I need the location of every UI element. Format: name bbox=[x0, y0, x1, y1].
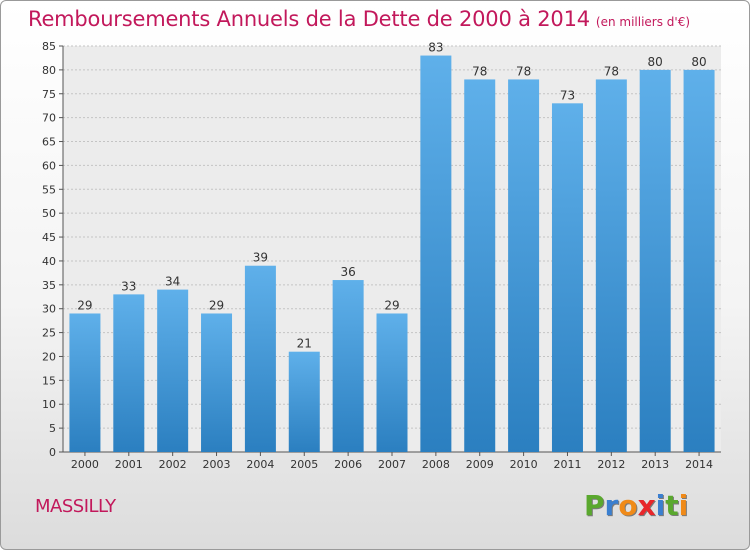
data-label-2006: 36 bbox=[340, 265, 355, 279]
y-tick-label: 55 bbox=[42, 183, 56, 196]
y-tick-label: 25 bbox=[42, 327, 56, 340]
bar-2004 bbox=[244, 265, 276, 452]
x-tick-label-2001: 2001 bbox=[115, 458, 143, 471]
y-tick-label: 50 bbox=[42, 207, 56, 220]
y-tick-label: 40 bbox=[42, 255, 56, 268]
data-label-2010: 78 bbox=[516, 64, 531, 78]
bar-2002 bbox=[157, 289, 189, 452]
x-tick-label-2002: 2002 bbox=[159, 458, 187, 471]
bar-2003 bbox=[201, 313, 233, 452]
chart-subtitle: (en milliers d'€) bbox=[595, 15, 691, 29]
place-name: MASSILLY bbox=[35, 496, 116, 517]
y-tick-label: 20 bbox=[42, 350, 56, 363]
bar-2000 bbox=[69, 313, 101, 452]
bar-2007 bbox=[376, 313, 408, 452]
y-tick-label: 0 bbox=[49, 446, 56, 459]
logo-letter: P bbox=[584, 489, 605, 522]
y-tick-label: 45 bbox=[42, 231, 56, 244]
data-label-2012: 78 bbox=[604, 64, 619, 78]
x-tick-label-2006: 2006 bbox=[334, 458, 362, 471]
data-label-2000: 29 bbox=[77, 298, 92, 312]
y-tick-label: 65 bbox=[42, 136, 56, 149]
y-tick-label: 70 bbox=[42, 112, 56, 125]
bar-2013 bbox=[639, 69, 671, 452]
data-label-2001: 33 bbox=[121, 279, 136, 293]
logo-letter: i bbox=[678, 489, 689, 522]
data-label-2008: 83 bbox=[428, 41, 443, 55]
x-tick-label-2008: 2008 bbox=[422, 458, 450, 471]
data-label-2013: 80 bbox=[648, 55, 663, 69]
chart-title: Remboursements Annuels de la Dette de 20… bbox=[28, 7, 690, 31]
x-tick-label-2014: 2014 bbox=[685, 458, 713, 471]
data-label-2014: 80 bbox=[691, 55, 706, 69]
proxiti-logo: Proxiti bbox=[584, 489, 688, 522]
bar-2012 bbox=[595, 79, 627, 452]
bar-2009 bbox=[464, 79, 496, 452]
data-label-2005: 21 bbox=[297, 337, 312, 351]
y-tick-label: 60 bbox=[42, 159, 56, 172]
x-tick-label-2003: 2003 bbox=[203, 458, 231, 471]
bar-2005 bbox=[288, 351, 320, 452]
x-tick-label-2010: 2010 bbox=[510, 458, 538, 471]
bar-2006 bbox=[332, 280, 364, 452]
chart-title-text: Remboursements Annuels de la Dette de 20… bbox=[28, 7, 590, 31]
y-tick-label: 15 bbox=[42, 374, 56, 387]
y-tick-label: 75 bbox=[42, 88, 56, 101]
logo-letter: i bbox=[655, 489, 666, 522]
logo-letter: x bbox=[637, 489, 656, 522]
x-tick-label-2011: 2011 bbox=[553, 458, 581, 471]
y-tick-label: 10 bbox=[42, 398, 56, 411]
x-tick-label-2009: 2009 bbox=[466, 458, 494, 471]
bar-2014 bbox=[683, 69, 715, 452]
x-tick-label-2007: 2007 bbox=[378, 458, 406, 471]
logo-letter: t bbox=[665, 489, 679, 522]
y-tick-label: 85 bbox=[42, 40, 56, 53]
data-label-2009: 78 bbox=[472, 64, 487, 78]
y-tick-label: 35 bbox=[42, 279, 56, 292]
x-tick-label-2012: 2012 bbox=[597, 458, 625, 471]
bar-2001 bbox=[113, 294, 145, 452]
y-tick-label: 5 bbox=[49, 422, 56, 435]
data-label-2011: 73 bbox=[560, 88, 575, 102]
y-tick-label: 80 bbox=[42, 64, 56, 77]
data-label-2004: 39 bbox=[253, 251, 268, 265]
logo-letter: o bbox=[618, 489, 638, 522]
y-tick-label: 30 bbox=[42, 303, 56, 316]
bar-2011 bbox=[551, 103, 583, 452]
bar-2010 bbox=[508, 79, 540, 452]
data-label-2002: 34 bbox=[165, 275, 180, 289]
logo-letter: r bbox=[604, 489, 619, 522]
x-tick-label-2013: 2013 bbox=[641, 458, 669, 471]
x-tick-label-2005: 2005 bbox=[290, 458, 318, 471]
data-label-2003: 29 bbox=[209, 298, 224, 312]
bar-2008 bbox=[420, 55, 452, 452]
x-tick-label-2004: 2004 bbox=[246, 458, 274, 471]
data-label-2007: 29 bbox=[384, 298, 399, 312]
x-tick-label-2000: 2000 bbox=[71, 458, 99, 471]
